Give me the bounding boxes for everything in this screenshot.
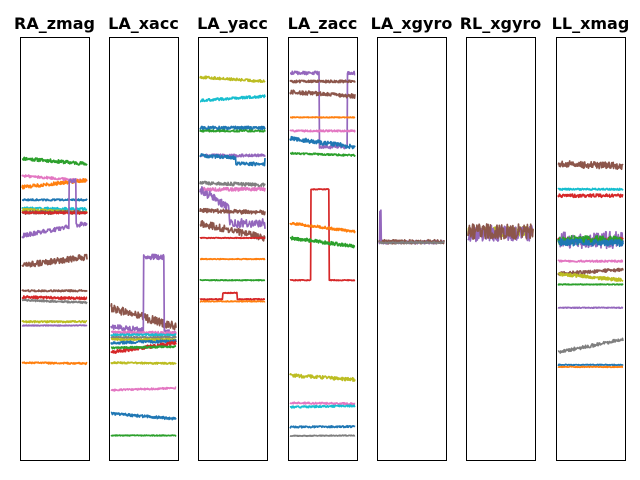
series-line: [289, 221, 356, 234]
series-line: [199, 300, 266, 303]
panel-la-xacc: LA_xacc: [108, 14, 179, 461]
series-line: [110, 411, 177, 421]
series-line: [289, 79, 356, 84]
series-line: [557, 337, 624, 354]
series-line: [199, 257, 266, 261]
series-line: [199, 291, 266, 301]
series-line: [557, 365, 624, 369]
series-line: [289, 135, 356, 150]
series-line: [289, 151, 356, 157]
series-line: [289, 235, 356, 249]
series-line: [21, 298, 88, 305]
series-line: [21, 178, 88, 239]
series-line: [289, 401, 356, 406]
panel-title: LA_xacc: [108, 14, 179, 33]
series-line: [378, 240, 445, 245]
series-line: [557, 272, 624, 282]
series-line: [199, 153, 266, 167]
panel-title: RL_xgyro: [460, 14, 542, 33]
series-line: [467, 223, 534, 241]
series-line: [557, 187, 624, 191]
series-line: [199, 94, 266, 103]
panel-title: LL_xmag: [552, 14, 630, 33]
series-line: [21, 361, 88, 366]
panel-rl-xgyro: RL_xgyro: [460, 14, 542, 461]
panel-ll-xmag: LL_xmag: [552, 14, 630, 461]
series-line: [21, 253, 88, 268]
series-line: [110, 333, 177, 337]
series-line: [199, 129, 266, 133]
panel-title: LA_xgyro: [371, 14, 453, 33]
panel-title: LA_yacc: [197, 14, 268, 33]
series-line: [21, 156, 88, 166]
series-line: [110, 337, 177, 342]
series-line: [110, 434, 177, 437]
series-line: [110, 361, 177, 366]
series-line: [110, 339, 177, 345]
series-line: [557, 283, 624, 286]
series-line: [199, 186, 266, 229]
series-line: [557, 363, 624, 367]
series-line: [289, 89, 356, 99]
panel-la-xgyro: LA_xgyro: [371, 14, 453, 461]
series-line: [199, 125, 266, 131]
panel-frame: [466, 37, 536, 461]
panel-title: RA_zmag: [14, 14, 95, 33]
series-line: [199, 278, 266, 282]
series-line: [557, 160, 624, 171]
series-line: [199, 180, 266, 188]
series-line: [557, 193, 624, 199]
series-line: [110, 335, 177, 340]
series-line: [199, 219, 266, 242]
series-line: [110, 253, 177, 336]
series-line: [289, 70, 356, 150]
panel-frame: [198, 37, 268, 461]
series-line: [289, 424, 356, 429]
series-line: [289, 373, 356, 382]
series-line: [557, 237, 624, 248]
series-line: [21, 324, 88, 327]
series-line: [199, 75, 266, 84]
series-line: [110, 344, 177, 350]
series-line: [557, 306, 624, 309]
panel-la-yacc: LA_yacc: [197, 14, 268, 461]
series-line: [110, 386, 177, 392]
series-line: [289, 188, 356, 282]
series-line: [557, 267, 624, 276]
series-line: [289, 404, 356, 409]
panel-frame: [377, 37, 447, 461]
panels-group: RA_zmag LA_xacc LA_yacc LA_zacc LA_xgyro RL_x…: [14, 14, 629, 461]
series-line: [289, 129, 356, 133]
panel-la-zacc: LA_zacc: [288, 14, 358, 461]
panel-title: LA_zacc: [288, 14, 358, 33]
panel-frame: [556, 37, 626, 461]
series-line: [21, 289, 88, 293]
series-line: [21, 210, 88, 215]
series-line: [21, 295, 88, 301]
panel-ra-zmag: RA_zmag: [14, 14, 95, 461]
series-line: [199, 207, 266, 216]
series-line: [557, 259, 624, 263]
series-line: [21, 320, 88, 324]
panel-frame: [288, 37, 358, 461]
series-line: [199, 186, 266, 192]
series-line: [289, 116, 356, 119]
panel-frame: [109, 37, 179, 461]
series-line: [21, 198, 88, 202]
series-line: [289, 434, 356, 438]
series-line: [199, 236, 266, 240]
panel-frame: [20, 37, 90, 461]
